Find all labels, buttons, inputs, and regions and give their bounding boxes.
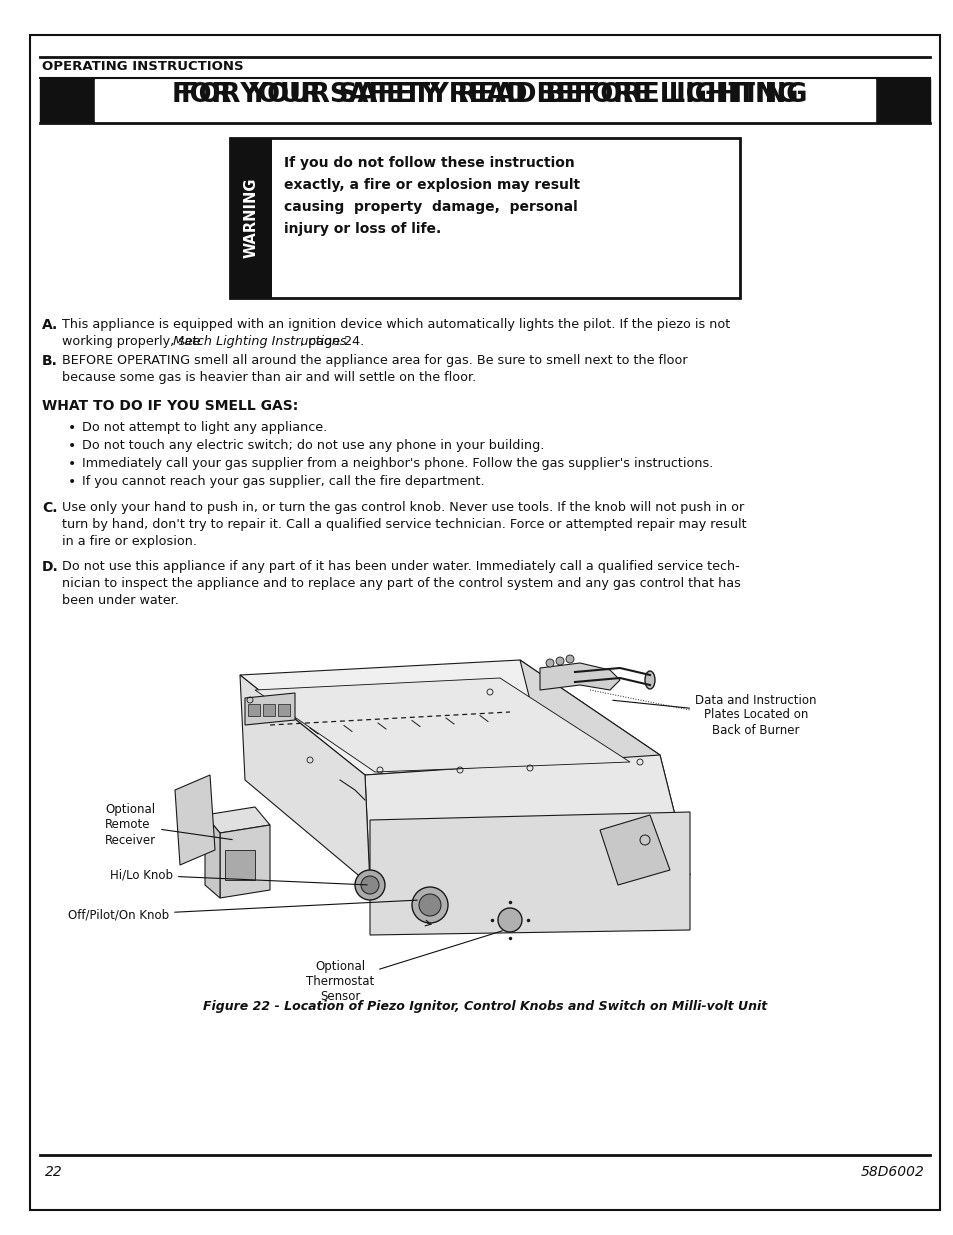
Text: Optional
Thermostat
Sensor: Optional Thermostat Sensor bbox=[306, 931, 502, 1003]
Text: turn by hand, don't try to repair it. Call a qualified service technician. Force: turn by hand, don't try to repair it. Ca… bbox=[62, 517, 746, 531]
Bar bbox=[277, 704, 290, 716]
Text: Data and Instruction
Plates Located on
Back of Burner: Data and Instruction Plates Located on B… bbox=[612, 694, 816, 736]
Text: Do not touch any electric switch; do not use any phone in your building.: Do not touch any electric switch; do not… bbox=[82, 438, 544, 452]
Circle shape bbox=[497, 908, 521, 932]
Text: FOR YOUR SAFETY READ BEFORE LIGHTING: FOR YOUR SAFETY READ BEFORE LIGHTING bbox=[163, 82, 806, 107]
Text: OPERATING INSTRUCTIONS: OPERATING INSTRUCTIONS bbox=[42, 61, 243, 73]
Polygon shape bbox=[240, 676, 370, 885]
Text: •: • bbox=[68, 475, 76, 489]
Circle shape bbox=[565, 655, 574, 663]
Circle shape bbox=[360, 876, 378, 894]
Circle shape bbox=[412, 887, 448, 923]
Bar bbox=[230, 138, 740, 298]
Circle shape bbox=[545, 659, 554, 667]
Text: •: • bbox=[68, 438, 76, 453]
Bar bbox=[263, 704, 274, 716]
Text: 58D6002: 58D6002 bbox=[861, 1165, 924, 1179]
Text: Use only your hand to push in, or turn the gas control knob. Never use tools. If: Use only your hand to push in, or turn t… bbox=[62, 501, 743, 514]
Text: Hi/Lo Knob: Hi/Lo Knob bbox=[110, 868, 367, 885]
Text: A.: A. bbox=[42, 317, 58, 332]
Polygon shape bbox=[519, 659, 689, 876]
Circle shape bbox=[556, 657, 563, 664]
Bar bbox=[95, 79, 874, 122]
Polygon shape bbox=[365, 755, 689, 885]
Bar bbox=[230, 138, 272, 298]
Text: in a fire or explosion.: in a fire or explosion. bbox=[62, 535, 196, 548]
Text: WARNING: WARNING bbox=[243, 178, 258, 258]
Text: nician to inspect the appliance and to replace any part of the control system an: nician to inspect the appliance and to r… bbox=[62, 577, 740, 590]
Text: •: • bbox=[68, 457, 76, 471]
Text: FOR YOUR SAFETY READ BEFORE LIGHTING: FOR YOUR SAFETY READ BEFORE LIGHTING bbox=[172, 82, 798, 107]
Text: Immediately call your gas supplier from a neighbor's phone. Follow the gas suppl: Immediately call your gas supplier from … bbox=[82, 457, 713, 471]
Polygon shape bbox=[599, 815, 669, 885]
Bar bbox=[248, 704, 260, 716]
Ellipse shape bbox=[644, 671, 655, 689]
Text: , page 24.: , page 24. bbox=[299, 335, 364, 348]
Text: been under water.: been under water. bbox=[62, 594, 179, 606]
Text: BEFORE OPERATING smell all around the appliance area for gas. Be sure to smell n: BEFORE OPERATING smell all around the ap… bbox=[62, 354, 687, 367]
Text: Optional
Remote
Receiver: Optional Remote Receiver bbox=[105, 804, 232, 846]
Text: Do not attempt to light any appliance.: Do not attempt to light any appliance. bbox=[82, 421, 327, 433]
Text: Off/Pilot/On Knob: Off/Pilot/On Knob bbox=[68, 900, 416, 921]
Text: WHAT TO DO IF YOU SMELL GAS:: WHAT TO DO IF YOU SMELL GAS: bbox=[42, 399, 298, 412]
Text: injury or loss of life.: injury or loss of life. bbox=[284, 222, 441, 236]
Polygon shape bbox=[205, 806, 270, 832]
Text: This appliance is equipped with an ignition device which automatically lights th: This appliance is equipped with an ignit… bbox=[62, 317, 729, 331]
Text: Match Lighting Instructions: Match Lighting Instructions bbox=[172, 335, 346, 348]
Text: •: • bbox=[68, 421, 76, 435]
Text: B.: B. bbox=[42, 354, 58, 368]
Text: If you cannot reach your gas supplier, call the fire department.: If you cannot reach your gas supplier, c… bbox=[82, 475, 484, 488]
Text: working properly, see: working properly, see bbox=[62, 335, 205, 348]
Text: Do not use this appliance if any part of it has been under water. Immediately ca: Do not use this appliance if any part of… bbox=[62, 559, 739, 573]
Text: C.: C. bbox=[42, 501, 57, 515]
Polygon shape bbox=[539, 663, 619, 690]
Polygon shape bbox=[174, 776, 214, 864]
Circle shape bbox=[355, 869, 385, 900]
Bar bbox=[40, 79, 929, 122]
Polygon shape bbox=[240, 659, 659, 776]
Text: D.: D. bbox=[42, 559, 59, 574]
Circle shape bbox=[418, 894, 440, 916]
Text: If you do not follow these instruction: If you do not follow these instruction bbox=[284, 156, 574, 170]
Text: Figure 22 - Location of Piezo Ignitor, Control Knobs and Switch on Milli-volt Un: Figure 22 - Location of Piezo Ignitor, C… bbox=[203, 1000, 766, 1013]
Bar bbox=[225, 850, 254, 881]
Polygon shape bbox=[254, 678, 629, 772]
Text: because some gas is heavier than air and will settle on the floor.: because some gas is heavier than air and… bbox=[62, 370, 476, 384]
Polygon shape bbox=[245, 693, 294, 725]
Text: causing  property  damage,  personal: causing property damage, personal bbox=[284, 200, 578, 214]
Polygon shape bbox=[205, 815, 220, 898]
Polygon shape bbox=[220, 825, 270, 898]
Polygon shape bbox=[370, 811, 689, 935]
Text: 22: 22 bbox=[45, 1165, 63, 1179]
Text: exactly, a fire or explosion may result: exactly, a fire or explosion may result bbox=[284, 178, 579, 191]
